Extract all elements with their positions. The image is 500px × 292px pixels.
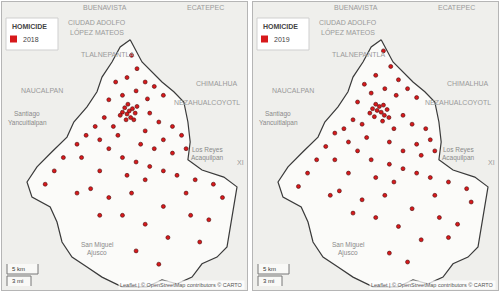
svg-text:Leaflet | © OpenStreetMap cont: Leaflet | © OpenStreetMap contributors ©… (371, 282, 494, 288)
svg-text:NAUCALPAN: NAUCALPAN (272, 87, 314, 94)
svg-text:CIUDAD ADOLFO: CIUDAD ADOLFO (319, 19, 377, 26)
svg-text:2018: 2018 (23, 36, 39, 43)
svg-text:Yancuitlalpan: Yancuitlalpan (259, 119, 298, 127)
svg-text:Leaflet | © OpenStreetMap cont: Leaflet | © OpenStreetMap contributors ©… (120, 282, 243, 288)
svg-text:San Miguel: San Miguel (332, 241, 365, 249)
svg-text:BUENAVISTA: BUENAVISTA (83, 4, 127, 11)
svg-text:5 km: 5 km (263, 266, 276, 272)
svg-text:HOMICIDE: HOMICIDE (263, 23, 298, 30)
svg-text:NEZAHUALCOYOTL: NEZAHUALCOYOTL (425, 99, 491, 106)
svg-text:Santiago: Santiago (14, 110, 40, 118)
svg-text:Los Reyes: Los Reyes (192, 146, 223, 154)
svg-text:XI: XI (237, 159, 244, 166)
svg-text:ECATEPEC: ECATEPEC (187, 4, 224, 11)
svg-text:Yancuitlalpan: Yancuitlalpan (8, 119, 47, 127)
svg-text:Los Reyes: Los Reyes (443, 146, 474, 154)
svg-text:HOMICIDE: HOMICIDE (12, 23, 47, 30)
svg-text:LÓPEZ MATEOS: LÓPEZ MATEOS (321, 28, 375, 36)
svg-text:3 mi: 3 mi (263, 278, 274, 284)
svg-text:3 mi: 3 mi (12, 278, 23, 284)
svg-text:Santiago: Santiago (265, 110, 291, 118)
svg-text:CHIMALHUA: CHIMALHUA (447, 80, 489, 87)
svg-text:TLALNEPANTLA: TLALNEPANTLA (332, 51, 385, 58)
svg-text:LÓPEZ MATEOS: LÓPEZ MATEOS (70, 28, 124, 36)
svg-text:TLALNEPANTLA: TLALNEPANTLA (81, 51, 134, 58)
svg-text:2019: 2019 (274, 36, 290, 43)
svg-text:CIUDAD ADOLFO: CIUDAD ADOLFO (68, 19, 126, 26)
svg-text:NAUCALPAN: NAUCALPAN (21, 87, 63, 94)
svg-text:NEZAHUALCOYOTL: NEZAHUALCOYOTL (174, 99, 240, 106)
svg-text:CHIMALHUA: CHIMALHUA (196, 80, 238, 87)
svg-text:XI: XI (488, 159, 495, 166)
svg-text:ECATEPEC: ECATEPEC (438, 4, 475, 11)
svg-text:Acaquilpan: Acaquilpan (442, 154, 475, 162)
svg-text:San Miguel: San Miguel (81, 241, 114, 249)
svg-text:Acaquilpan: Acaquilpan (191, 154, 224, 162)
svg-text:Ajusco: Ajusco (338, 249, 358, 257)
svg-text:BUENAVISTA: BUENAVISTA (334, 4, 378, 11)
svg-text:5 km: 5 km (12, 266, 25, 272)
svg-text:Ajusco: Ajusco (87, 249, 107, 257)
